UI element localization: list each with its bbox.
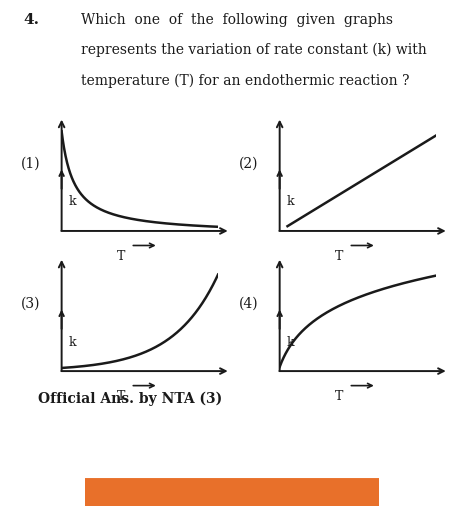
- Text: Which  one  of  the  following  given  graphs: Which one of the following given graphs: [81, 13, 392, 27]
- Text: T: T: [117, 250, 125, 263]
- Text: Official Ans. by NTA (3): Official Ans. by NTA (3): [38, 392, 222, 406]
- Text: k: k: [287, 195, 294, 209]
- Text: T: T: [335, 390, 343, 403]
- Text: k: k: [69, 195, 76, 209]
- Text: temperature (T) for an endothermic reaction ?: temperature (T) for an endothermic react…: [81, 73, 409, 88]
- Text: (1): (1): [21, 157, 41, 170]
- Text: represents the variation of rate constant (k) with: represents the variation of rate constan…: [81, 43, 426, 58]
- Text: k: k: [69, 335, 76, 349]
- Text: (2): (2): [239, 157, 258, 170]
- Text: k: k: [287, 335, 294, 349]
- FancyBboxPatch shape: [62, 478, 403, 507]
- Text: 4.: 4.: [24, 13, 40, 27]
- Text: T: T: [117, 390, 125, 403]
- Text: T: T: [335, 250, 343, 263]
- Text: (4): (4): [239, 297, 259, 310]
- Text: (3): (3): [21, 297, 40, 310]
